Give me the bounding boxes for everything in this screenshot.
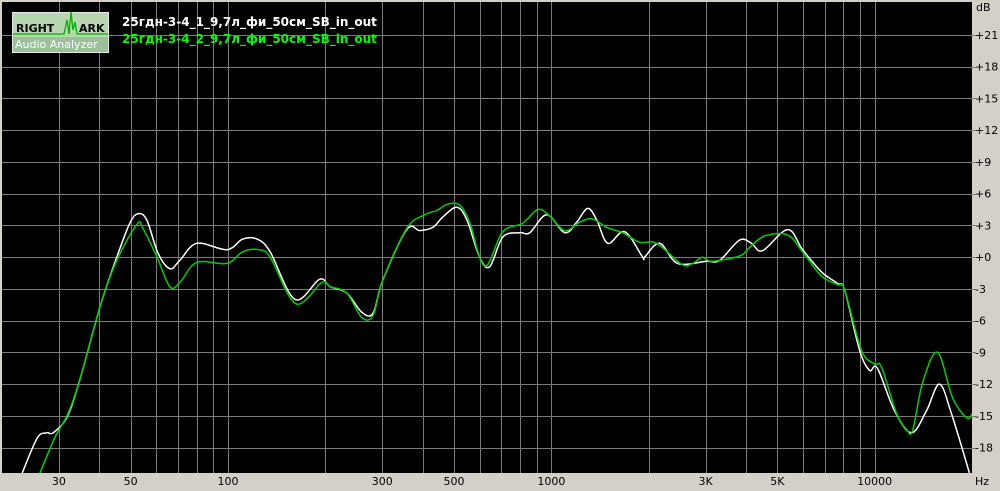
y-tick-label: -15	[975, 410, 993, 423]
x-tick-label: 100	[218, 475, 239, 488]
series-line-2	[39, 202, 972, 473]
curves	[21, 202, 972, 473]
x-tick-label: 30	[52, 475, 66, 488]
x-tick-label: 500	[444, 475, 465, 488]
y-tick-label: -12	[975, 378, 993, 391]
rightmark-logo: RIGHT ARK Audio Analyzer	[12, 11, 109, 53]
y-tick-label: +21	[975, 29, 998, 42]
plot-area	[2, 2, 972, 473]
y-tick-label: -6	[975, 315, 986, 328]
y-tick-label: -18	[975, 442, 993, 455]
y-tick-label: +3	[975, 219, 991, 232]
y-tick-label: +0	[975, 251, 991, 264]
y-tick-label: -3	[975, 283, 986, 296]
x-axis-unit: Hz	[975, 475, 989, 488]
y-tick-label: +12	[975, 124, 998, 137]
y-tick-label: +9	[975, 156, 991, 169]
logo-text-audio-analyzer: Audio Analyzer	[15, 38, 98, 51]
y-tick-label: +6	[975, 188, 991, 201]
x-tick-label: 50	[124, 475, 138, 488]
x-tick-label: 5K	[770, 475, 785, 488]
logo-text-right: RIGHT	[16, 22, 55, 35]
y-axis-ticks: +21 +18 +15 +12 +9 +6 +3 +0 -3 -6 -9 -12 -15 -18	[975, 29, 998, 455]
x-tick-label: 3K	[698, 475, 713, 488]
x-tick-label: 300	[372, 475, 393, 488]
x-tick-label: 1000	[537, 475, 565, 488]
series-line-1	[21, 206, 971, 473]
x-axis-ticks: 30 50 100 300 500 1000 3K 5K 10000	[52, 475, 892, 488]
grid	[2, 2, 976, 473]
legend-series-2: 25гдн-3-4_2_9,7л_фи_50см_SB_in_out	[122, 32, 377, 47]
y-axis-unit: dB	[976, 1, 991, 14]
y-tick-label: +15	[975, 92, 998, 105]
x-tick-label: 10000	[857, 475, 892, 488]
legend-series-1: 25гдн-3-4_1_9,7л_фи_50см_SB_in_out	[122, 15, 377, 30]
y-tick-label: -9	[975, 346, 986, 359]
logo-text-ark: ARK	[79, 22, 105, 35]
y-tick-label: +18	[975, 61, 998, 74]
